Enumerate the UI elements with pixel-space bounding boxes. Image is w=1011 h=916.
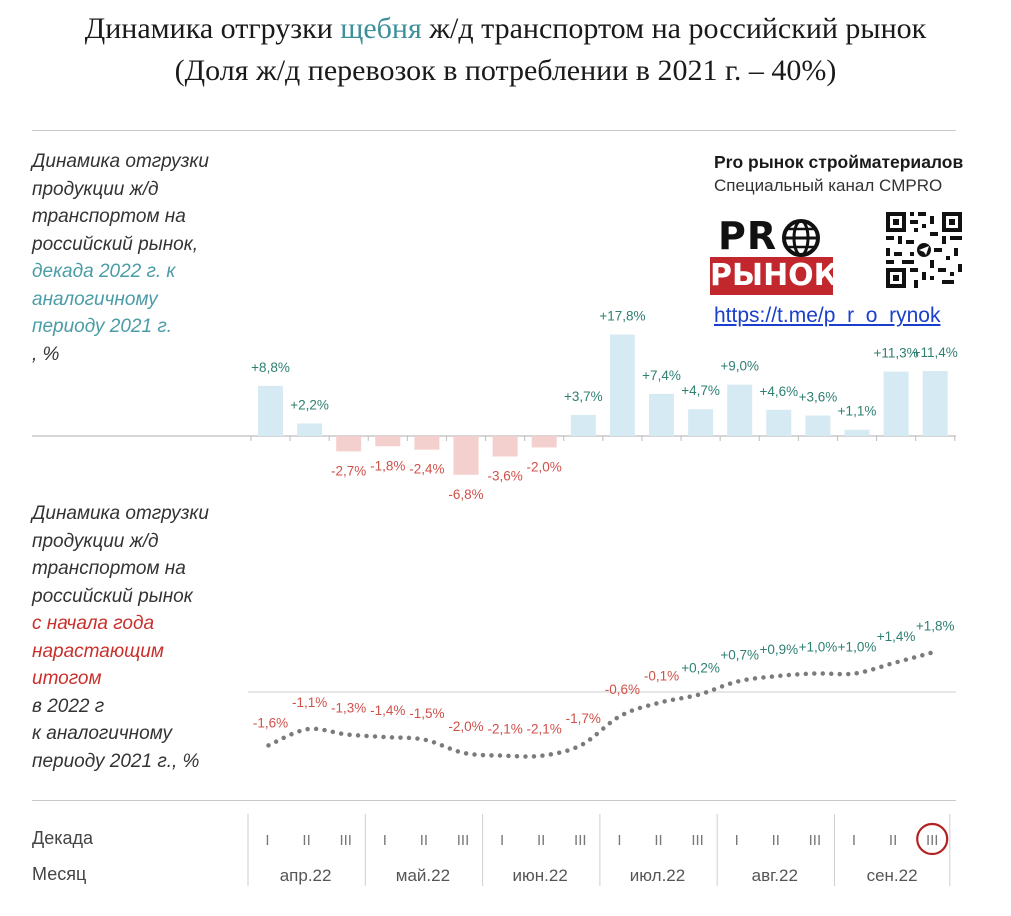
qr-code-icon[interactable] <box>884 210 964 290</box>
month-tick-label: май.22 <box>396 866 450 885</box>
bar <box>492 436 518 457</box>
pro-logo-text: PR <box>718 214 778 258</box>
bar-data-label: -3,6% <box>487 469 522 484</box>
decade-tick-label: III <box>926 832 939 849</box>
rynok-logo: РЫНОК <box>710 257 839 295</box>
bar <box>922 371 948 436</box>
bar <box>258 385 283 436</box>
bar <box>688 409 714 436</box>
brand-title: Pro рынок стройматериалов <box>714 152 964 172</box>
bar-data-label: -2,7% <box>331 463 366 478</box>
decade-tick-label: II <box>420 832 428 849</box>
line-data-label: +1,0% <box>838 640 877 655</box>
line-data-label: -1,3% <box>331 700 366 715</box>
bar-data-label: -6,8% <box>448 487 483 502</box>
decade-tick-label: I <box>500 832 504 849</box>
decade-tick-label: I <box>265 832 269 849</box>
decade-tick-label: II <box>302 832 310 849</box>
bar <box>766 409 792 436</box>
decade-tick-label: I <box>383 832 387 849</box>
decade-tick-label: III <box>457 832 470 849</box>
bar <box>844 429 870 436</box>
line-data-label: -2,1% <box>527 722 562 737</box>
line-data-label: -2,1% <box>487 722 522 737</box>
bar-data-label: +11,4% <box>913 345 958 360</box>
bar-data-label: +3,7% <box>564 389 603 404</box>
decade-tick-label: II <box>889 832 897 849</box>
top-divider <box>32 130 956 131</box>
axis-divider <box>32 800 956 801</box>
bar <box>883 371 909 436</box>
bar-data-label: +7,4% <box>642 368 681 383</box>
bar <box>609 334 635 436</box>
month-tick-label: июн.22 <box>513 866 568 885</box>
bar-data-label: -2,4% <box>409 462 444 477</box>
decade-tick-label: II <box>654 832 662 849</box>
month-tick-label: апр.22 <box>280 866 332 885</box>
bar <box>727 384 753 436</box>
line-data-label: -0,6% <box>605 682 640 697</box>
bar <box>570 414 596 436</box>
bar <box>805 415 831 436</box>
decade-tick-label: II <box>772 832 780 849</box>
chart-subtitle: (Доля ж/д перевозок в потреблении в 2021… <box>174 54 837 87</box>
line-data-label: -2,0% <box>448 719 483 734</box>
line-data-label: -1,4% <box>370 703 405 718</box>
brand-subtitle: Специальный канал CMPRO <box>714 176 943 195</box>
bar <box>297 423 323 436</box>
bar-data-label: +2,2% <box>290 397 329 412</box>
chart-title: Динамика отгрузки щебня ж/д транспортом … <box>84 12 927 45</box>
decade-tick-label: III <box>809 832 822 849</box>
globe-icon <box>782 219 820 257</box>
bar-data-label: +3,6% <box>799 389 838 404</box>
line-data-label: +0,7% <box>720 647 759 662</box>
cumulative-series-line <box>266 650 936 759</box>
bar <box>375 436 401 447</box>
line-data-label: -1,6% <box>253 715 288 730</box>
bar <box>336 436 362 452</box>
line-data-label: -1,7% <box>566 711 601 726</box>
decade-tick-label: II <box>537 832 545 849</box>
month-tick-label: июл.22 <box>630 866 685 885</box>
decade-axis-label: Декада <box>32 828 93 848</box>
bar <box>649 393 674 436</box>
telegram-link[interactable]: https://t.me/p_r_o_rynok <box>714 304 941 327</box>
bar <box>414 436 440 450</box>
month-tick-label: сен.22 <box>867 866 918 885</box>
line-data-label: -1,1% <box>292 695 327 710</box>
decade-tick-label: III <box>574 832 587 849</box>
decade-tick-label: I <box>735 832 739 849</box>
bar-data-label: +11,3% <box>874 346 919 361</box>
line-data-label: +0,9% <box>759 642 798 657</box>
current-decade-highlight <box>916 822 949 856</box>
bar-data-label: -2,0% <box>527 459 562 474</box>
month-axis-label: Месяц <box>32 864 87 884</box>
bar <box>453 436 479 475</box>
line-data-label: -0,1% <box>644 669 679 684</box>
brand-block: Pro рынок стройматериалов Специальный ка… <box>714 152 963 196</box>
line-data-label: +1,8% <box>916 618 955 633</box>
line-data-label: +1,0% <box>799 640 838 655</box>
bottom-description: Динамика отгрузки продукции ж/д транспор… <box>32 503 209 772</box>
decade-tick-label: I <box>617 832 621 849</box>
bar-data-label: -1,8% <box>370 458 405 473</box>
title-accent-word: щебня <box>340 12 422 45</box>
month-tick-label: авг.22 <box>752 866 798 885</box>
decade-tick-label: III <box>339 832 352 849</box>
bar-data-label: +1,1% <box>838 404 877 419</box>
bar-data-label: +4,7% <box>681 383 720 398</box>
decade-tick-label: I <box>852 832 856 849</box>
bar-data-label: +8,8% <box>251 360 290 375</box>
bar-data-label: +9,0% <box>720 359 759 374</box>
line-data-label: +0,2% <box>681 661 720 676</box>
bar-data-label: +17,8% <box>599 309 645 324</box>
line-data-label: +1,4% <box>877 629 916 644</box>
top-description: Динамика отгрузки продукции ж/д транспор… <box>32 151 209 365</box>
bar <box>531 436 557 448</box>
decade-tick-label: III <box>691 832 704 849</box>
bar-data-label: +4,6% <box>759 384 798 399</box>
line-data-label: -1,5% <box>409 706 444 721</box>
